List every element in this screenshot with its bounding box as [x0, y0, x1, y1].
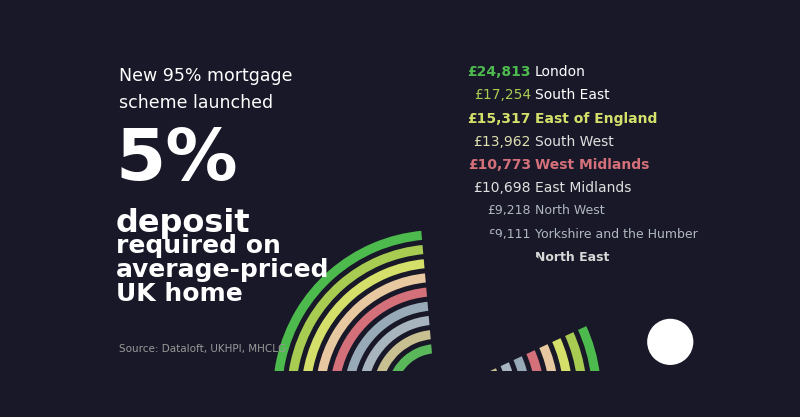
- Text: £13,962: £13,962: [474, 135, 531, 149]
- Text: £6,919: £6,919: [483, 251, 531, 264]
- Wedge shape: [422, 225, 590, 398]
- Wedge shape: [300, 258, 574, 417]
- Text: London: London: [534, 65, 586, 79]
- Wedge shape: [286, 244, 588, 417]
- Text: East Midlands: East Midlands: [534, 181, 631, 195]
- Text: required on: required on: [116, 234, 281, 258]
- Wedge shape: [314, 272, 560, 417]
- Text: £24,813: £24,813: [467, 65, 531, 79]
- Text: New 95% mortgage: New 95% mortgage: [119, 67, 293, 85]
- Text: £9,111: £9,111: [487, 228, 531, 241]
- Text: West Midlands: West Midlands: [534, 158, 649, 172]
- Text: 5%: 5%: [116, 126, 238, 195]
- Text: South West: South West: [534, 135, 614, 149]
- Text: £15,317: £15,317: [467, 112, 531, 126]
- Text: average-priced: average-priced: [116, 258, 330, 282]
- Text: Yorkshire and the Humber: Yorkshire and the Humber: [534, 228, 698, 241]
- Circle shape: [647, 319, 694, 365]
- Text: East of England: East of England: [534, 112, 657, 126]
- Text: scheme launched: scheme launched: [119, 94, 273, 112]
- Text: North West: North West: [534, 204, 604, 218]
- Text: Source: Dataloft, UKHPI, MHCLG: Source: Dataloft, UKHPI, MHCLG: [119, 344, 286, 354]
- Text: £10,698: £10,698: [474, 181, 531, 195]
- Wedge shape: [271, 229, 602, 417]
- Wedge shape: [357, 314, 517, 417]
- Text: South East: South East: [534, 88, 610, 103]
- Wedge shape: [371, 329, 502, 417]
- Text: dataloft: dataloft: [651, 332, 690, 342]
- Text: £10,773: £10,773: [468, 158, 531, 172]
- Wedge shape: [386, 343, 489, 417]
- Wedge shape: [342, 300, 531, 417]
- Text: North East: North East: [534, 251, 609, 264]
- Text: UK home: UK home: [116, 282, 242, 306]
- Text: 5% DEPOSIT: 5% DEPOSIT: [466, 270, 544, 283]
- Text: £9,218: £9,218: [487, 204, 531, 218]
- Wedge shape: [328, 286, 546, 417]
- Text: inform: inform: [654, 343, 686, 352]
- Text: deposit: deposit: [116, 208, 250, 239]
- Text: £17,254: £17,254: [474, 88, 531, 103]
- Circle shape: [398, 354, 477, 417]
